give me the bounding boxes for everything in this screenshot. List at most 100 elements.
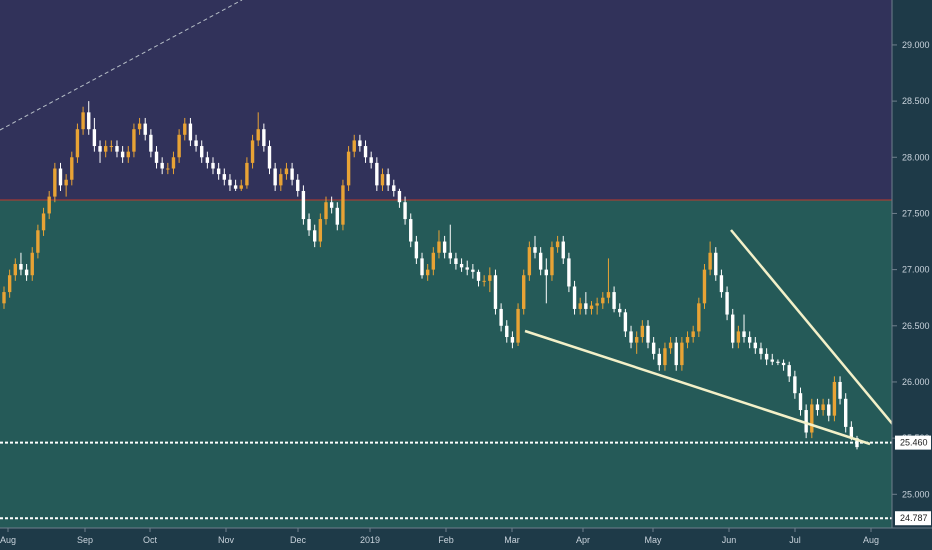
candle-body — [516, 308, 520, 343]
candle-body — [623, 312, 628, 332]
x-tick-label: May — [644, 535, 662, 545]
candle-body — [143, 123, 147, 135]
candle-body — [810, 404, 814, 433]
candle-body — [392, 185, 396, 191]
candle-body — [194, 140, 198, 147]
candle-body — [674, 342, 678, 366]
candle-body — [70, 157, 74, 180]
y-tick-label: 27.500 — [902, 208, 930, 218]
candle-body — [634, 337, 639, 343]
candle-body — [363, 146, 368, 158]
candle-body — [555, 241, 560, 248]
candle-body — [19, 264, 23, 270]
candle-body — [58, 168, 63, 186]
candle-body — [759, 348, 763, 354]
candle-body — [403, 202, 407, 220]
candle-body — [527, 247, 532, 276]
candle-body — [815, 404, 820, 411]
candle-body — [420, 258, 424, 276]
candle-body — [256, 129, 260, 141]
candle-body — [313, 230, 317, 242]
candle-body — [657, 353, 661, 366]
y-tick-label: 26.000 — [902, 377, 930, 387]
candle-body — [115, 146, 119, 152]
candle-body — [307, 219, 311, 231]
candle-body — [561, 241, 565, 259]
candle-body — [149, 134, 153, 152]
candle-body — [137, 123, 142, 130]
candle-body — [651, 342, 656, 354]
x-tick-label: Sep — [77, 535, 93, 545]
candle-body — [222, 174, 227, 180]
candle-body — [2, 292, 6, 304]
candle-body — [171, 157, 176, 169]
candle-body — [200, 146, 204, 158]
candle-body — [41, 213, 46, 231]
price-label-box — [895, 435, 931, 450]
candle-body — [279, 174, 283, 186]
candle-body — [92, 129, 97, 147]
y-axis-panel[interactable] — [892, 0, 932, 550]
candle-body — [346, 151, 351, 186]
candle-body — [832, 381, 837, 416]
y-tick-label: 29.000 — [902, 40, 930, 50]
candle-body — [7, 275, 12, 293]
candle-body — [81, 112, 85, 130]
candle-body — [584, 303, 588, 309]
candle-body — [375, 162, 379, 186]
candle-body — [798, 393, 803, 411]
candle-body — [589, 305, 594, 309]
candle-body — [245, 162, 249, 186]
candle-body — [618, 308, 622, 313]
candle-body — [493, 275, 498, 309]
candle-body — [736, 331, 741, 343]
lower-trendline — [524, 329, 871, 446]
candle-body — [595, 303, 599, 306]
candle-body — [120, 151, 125, 158]
candle-body — [646, 325, 650, 343]
candle-body — [442, 241, 447, 253]
candle-body — [188, 123, 193, 141]
candle-body — [601, 297, 605, 304]
candle-body — [13, 264, 17, 276]
candle-body — [668, 342, 673, 349]
candle-body — [465, 267, 469, 270]
candle-body — [476, 271, 481, 281]
candle-body — [612, 292, 616, 309]
candle-body — [742, 331, 746, 338]
candle-body — [166, 168, 170, 170]
candle-body — [290, 168, 294, 180]
candle-body — [216, 168, 221, 175]
candle-body — [228, 179, 232, 186]
candle-body — [177, 134, 181, 158]
y-tick-label: 27.000 — [902, 265, 930, 275]
candle-body — [787, 365, 791, 377]
x-axis-panel[interactable] — [0, 528, 932, 550]
candle-body — [109, 146, 114, 148]
candle-body — [488, 275, 492, 281]
candle-body — [827, 404, 831, 416]
candle-body — [697, 303, 701, 332]
x-tick-label: Oct — [143, 535, 158, 545]
candle-body — [629, 331, 633, 343]
candle-body — [98, 146, 102, 152]
price-label-text: 25.460 — [900, 438, 928, 448]
candle-body — [324, 202, 328, 220]
y-tick-label: 28.500 — [902, 96, 930, 106]
candle-body — [250, 140, 255, 163]
upper-trendline — [730, 229, 896, 428]
candle-body — [296, 179, 300, 191]
candle-body — [578, 303, 582, 309]
candlestick-series — [2, 101, 859, 450]
candle-body — [329, 202, 334, 208]
candle-body — [211, 162, 215, 169]
candle-body — [409, 219, 413, 242]
x-tick-label: Apr — [576, 535, 590, 545]
candle-body — [510, 337, 515, 343]
candle-body — [267, 146, 272, 169]
candle-body — [499, 308, 503, 326]
candle-body — [804, 410, 808, 433]
candle-body — [544, 269, 548, 276]
candle-body — [849, 426, 854, 439]
